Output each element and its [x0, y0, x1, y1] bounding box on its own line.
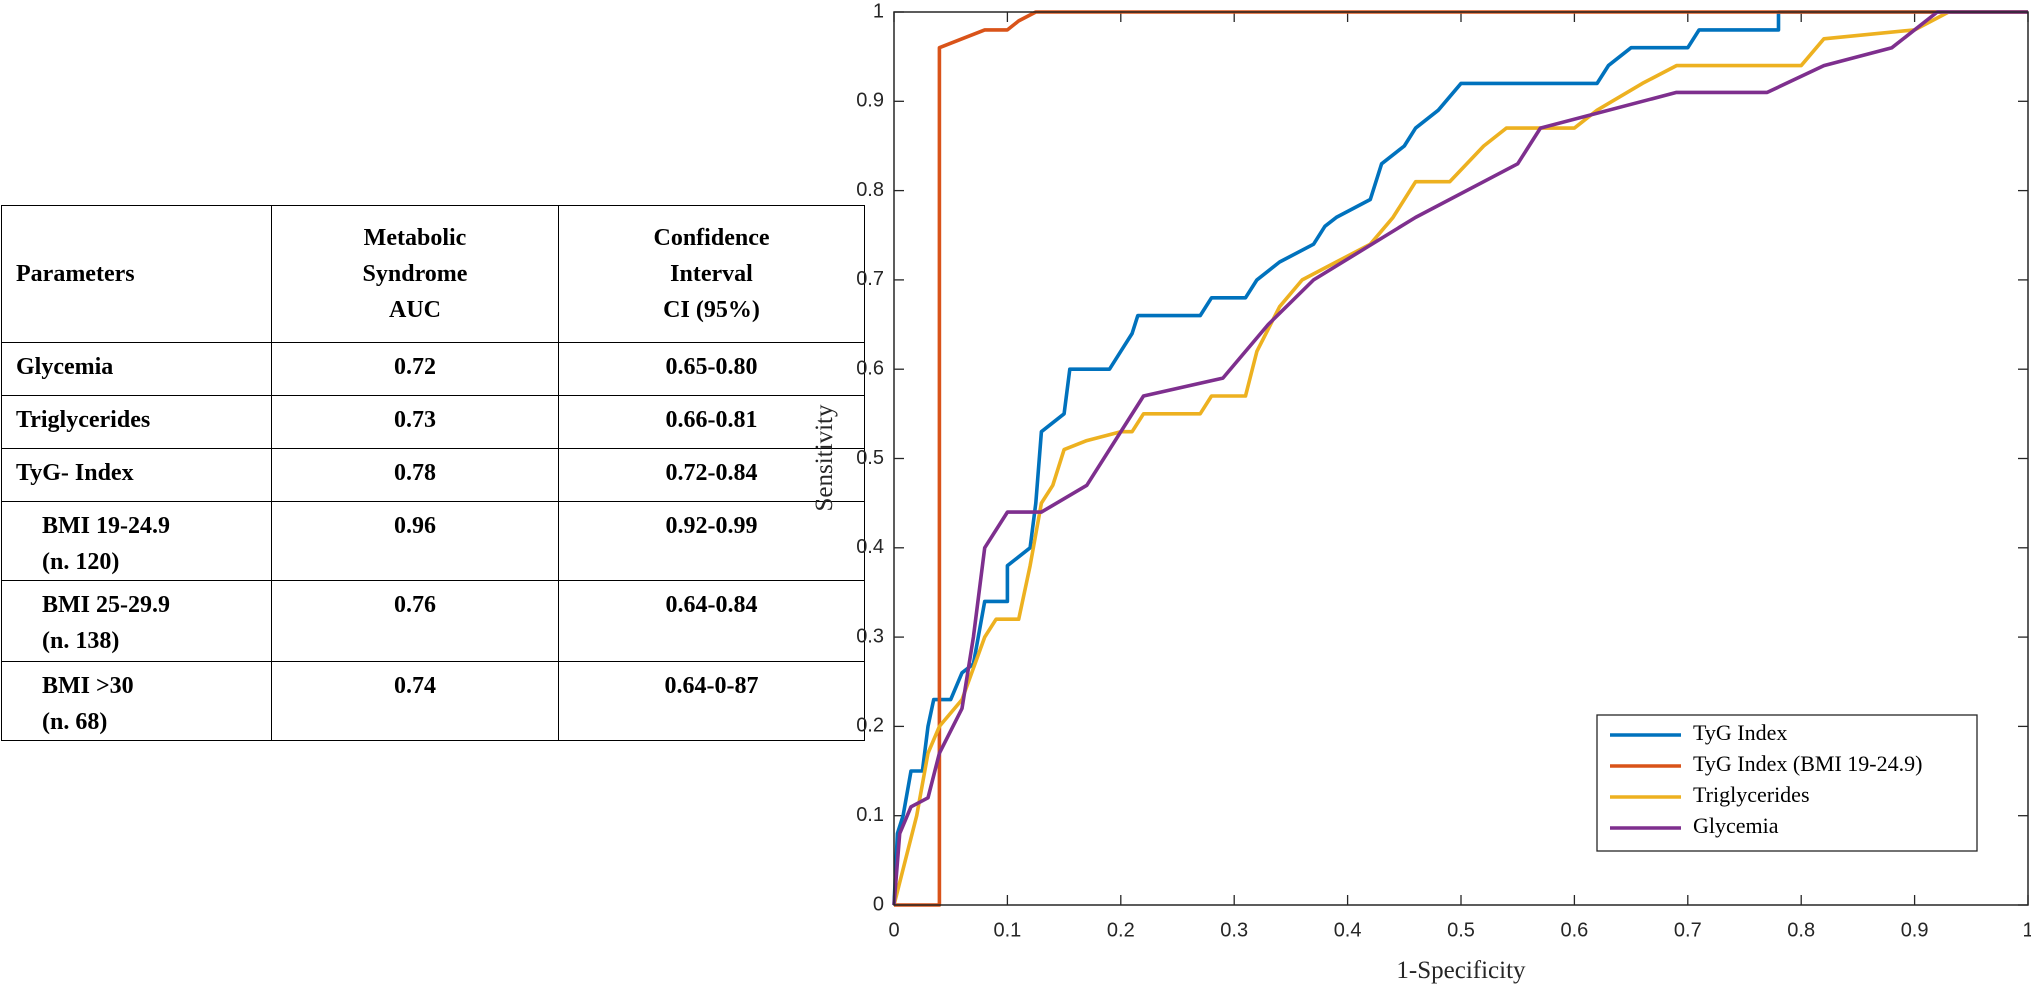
- legend-label: Triglycerides: [1693, 782, 1810, 807]
- table-cell: BMI 25-29.9 (n. 138): [1, 580, 272, 662]
- cell-line: 0.76: [394, 592, 436, 618]
- cell-line: 0.72-0.84: [665, 460, 758, 486]
- x-axis-label: 1-Specificity: [1396, 957, 1526, 984]
- legend-label: TyG Index: [1693, 720, 1787, 745]
- x-tick-label: 0.4: [1334, 919, 1362, 941]
- cell-text: Parameters: [16, 261, 135, 287]
- cell-line: CI (95%): [663, 297, 760, 323]
- cell-line: 0.73: [394, 407, 436, 433]
- table-row: TyG- Index 0.78 0.72-0.84: [1, 448, 865, 502]
- legend-label: Glycemia: [1693, 813, 1779, 838]
- table-row: Glycemia 0.72 0.65-0.80: [1, 342, 865, 396]
- cell-line: Syndrome: [362, 261, 468, 287]
- roc-line: [894, 10, 2028, 907]
- y-tick-label: 0.4: [856, 536, 884, 558]
- cell-line: 0.96: [394, 513, 436, 539]
- cell-line: 0.64-0.84: [665, 592, 758, 618]
- table-cell: Glycemia: [1, 342, 272, 396]
- y-tick-label: 0.5: [856, 447, 884, 469]
- x-tick-label: 0.6: [1560, 919, 1588, 941]
- header-row: Parameters Metabolic Syndrome AUC Confidence…: [1, 205, 865, 343]
- table-cell: 0.78: [271, 448, 559, 502]
- x-tick-label: 0.2: [1107, 919, 1135, 941]
- table-cell: 0.92-0.99: [558, 501, 865, 581]
- x-tick-label: 0.5: [1447, 919, 1475, 941]
- y-tick-label: 0.7: [856, 268, 884, 290]
- table-cell: 0.76: [271, 580, 559, 662]
- table-cell: 0.72: [271, 342, 559, 396]
- x-tick-label: 0.7: [1674, 919, 1702, 941]
- cell-line: 0.78: [394, 460, 436, 486]
- y-tick-label: 0.2: [856, 715, 884, 737]
- cell-line: BMI 25-29.9: [42, 592, 170, 618]
- y-tick-label: 0.3: [856, 625, 884, 647]
- auc-table: Parameters Metabolic Syndrome AUC Confidence…: [1, 205, 865, 741]
- cell-line: (n. 138): [42, 628, 120, 654]
- y-axis-label: Sensitivity: [811, 404, 838, 511]
- y-tick-label: 0.8: [856, 179, 884, 201]
- roc-line: [892, 10, 2028, 906]
- table-row: BMI 19-24.9 (n. 120) 0.96 0.92-0.99: [1, 501, 865, 581]
- header-cell: Metabolic Syndrome AUC: [271, 205, 559, 343]
- cell-line: 0.65-0.80: [665, 354, 758, 380]
- axes-box: [893, 11, 2029, 906]
- header-cell: Parameters: [1, 205, 272, 343]
- table-cell: 0.74: [271, 661, 559, 741]
- table-cell: 0.66-0.81: [558, 395, 865, 449]
- x-tick-label: 0.1: [993, 919, 1021, 941]
- y-tick-label: 0.6: [856, 357, 884, 379]
- table-cell: BMI >30 (n. 68): [1, 661, 272, 741]
- roc-line: [892, 10, 2028, 906]
- table-row: Triglycerides 0.73 0.66-0.81: [1, 395, 865, 449]
- cell-line: 0.72: [394, 354, 436, 380]
- cell-line: (n. 68): [42, 709, 108, 735]
- cell-line: 0.74: [394, 673, 436, 699]
- y-tick-label: 0: [873, 893, 884, 915]
- table-cell: 0.64-0-87: [558, 661, 865, 741]
- roc-line: [892, 10, 2028, 906]
- cell-line: 0.92-0.99: [665, 513, 758, 539]
- x-tick-label: 0: [888, 919, 899, 941]
- cell-line: Interval: [670, 261, 753, 287]
- y-tick-label: 0.1: [856, 804, 884, 826]
- cell-line: Confidence: [653, 225, 770, 251]
- table-cell: 0.96: [271, 501, 559, 581]
- cell-line: Metabolic: [363, 225, 467, 251]
- table-row: BMI >30 (n. 68) 0.74 0.64-0-87: [1, 661, 865, 741]
- cell-line: Triglycerides: [16, 407, 151, 433]
- cell-line: Glycemia: [16, 354, 114, 380]
- y-tick-label: 0.9: [856, 90, 884, 112]
- legend-label: TyG Index (BMI 19-24.9): [1693, 751, 1922, 776]
- x-tick-label: 0.3: [1220, 919, 1248, 941]
- y-tick-label: 1: [873, 0, 884, 22]
- cell-line: AUC: [389, 297, 441, 323]
- cell-line: (n. 120): [42, 549, 120, 575]
- x-tick-label: 1: [2022, 919, 2031, 941]
- table-cell: Triglycerides: [1, 395, 272, 449]
- x-tick-label: 0.9: [1901, 919, 1929, 941]
- header-cell: Confidence Interval CI (95%): [558, 205, 865, 343]
- x-tick-label: 0.8: [1787, 919, 1815, 941]
- cell-line: 0.64-0-87: [664, 673, 759, 699]
- cell-line: BMI 19-24.9: [42, 513, 170, 539]
- table-cell: TyG- Index: [1, 448, 272, 502]
- cell-line: 0.66-0.81: [665, 407, 758, 433]
- table-cell: BMI 19-24.9 (n. 120): [1, 501, 272, 581]
- cell-line: BMI >30: [42, 673, 134, 699]
- cell-line: TyG- Index: [16, 460, 134, 486]
